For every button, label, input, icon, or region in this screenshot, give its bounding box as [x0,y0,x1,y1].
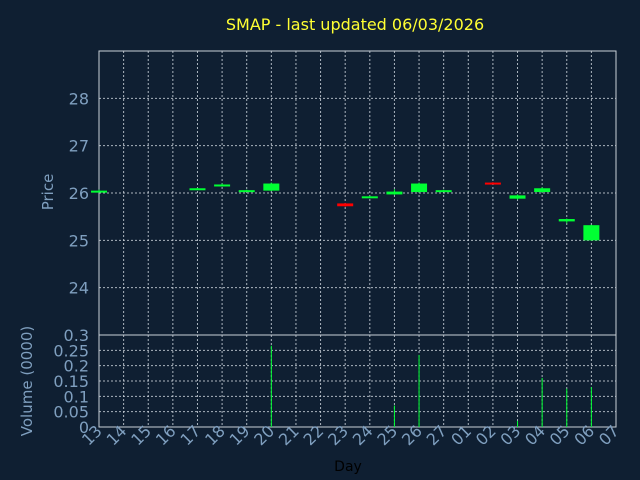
x-tick-label: 17 [176,421,204,449]
candle-body [91,190,107,193]
price-y-ticks: 24 25 26 27 28 [69,89,89,297]
volume-tick-label: 0.15 [53,372,89,391]
x-tick-label: 01 [447,421,475,449]
candle-body [435,190,452,193]
candle-body [361,196,378,199]
price-grid [99,51,616,335]
x-tick-label: 06 [570,421,598,449]
volume-tick-label: 0.25 [53,341,89,360]
x-tick-label: 18 [201,421,229,449]
x-tick-label: 19 [226,421,254,449]
candle-body [214,184,231,187]
x-tick-label: 16 [152,421,180,449]
price-tick-label: 26 [69,184,89,203]
x-tick-label: 07 [595,421,623,449]
x-tick-label: 14 [103,421,131,449]
candle-body [238,190,255,193]
x-tick-label: 20 [250,421,278,449]
x-tick-label: 02 [472,421,500,449]
candle-body [484,182,501,185]
candle-body [509,195,526,199]
volume-tick-label: 0.1 [64,387,89,406]
volume-bars [270,345,592,427]
candle-body [534,188,551,193]
candle-body [411,183,428,193]
x-ticks: 1314151617181920212223242526270102030405… [78,421,623,449]
candle-body [337,203,354,207]
x-tick-label: 23 [324,421,352,449]
candle-body [263,183,280,191]
candles [91,182,600,241]
price-tick-label: 27 [69,137,89,156]
x-tick-label: 21 [275,421,303,449]
volume-grid [99,335,616,427]
x-tick-label: 24 [349,421,377,449]
price-axis-label: Price [39,174,57,211]
x-tick-label: 15 [127,421,155,449]
x-tick-label: 25 [373,421,401,449]
x-axis-label: Day [334,459,362,475]
price-tick-label: 24 [69,279,89,298]
x-tick-label: 27 [423,421,451,449]
x-tick-label: 26 [398,421,426,449]
candle-body [583,225,600,241]
volume-panel-frame [98,334,617,428]
candle-body [189,188,206,191]
x-tick-label: 22 [300,421,328,449]
chart-title: SMAP - last updated 06/03/2026 [226,15,484,34]
candle-body [558,219,575,222]
volume-tick-label: 0.3 [64,326,89,345]
volume-tick-label: 0 [79,418,89,437]
volume-tick-label: 0.05 [53,403,89,422]
volume-y-ticks: 00.050.10.150.20.250.3 [53,326,89,437]
volume-tick-label: 0.2 [64,357,89,376]
price-tick-label: 28 [69,89,89,108]
x-tick-label: 03 [497,421,525,449]
price-tick-label: 25 [69,231,89,250]
volume-axis-label: Volume (0000) [18,326,36,436]
candle-body [386,191,403,195]
x-tick-label: 04 [521,421,549,449]
x-tick-label: 05 [546,421,574,449]
